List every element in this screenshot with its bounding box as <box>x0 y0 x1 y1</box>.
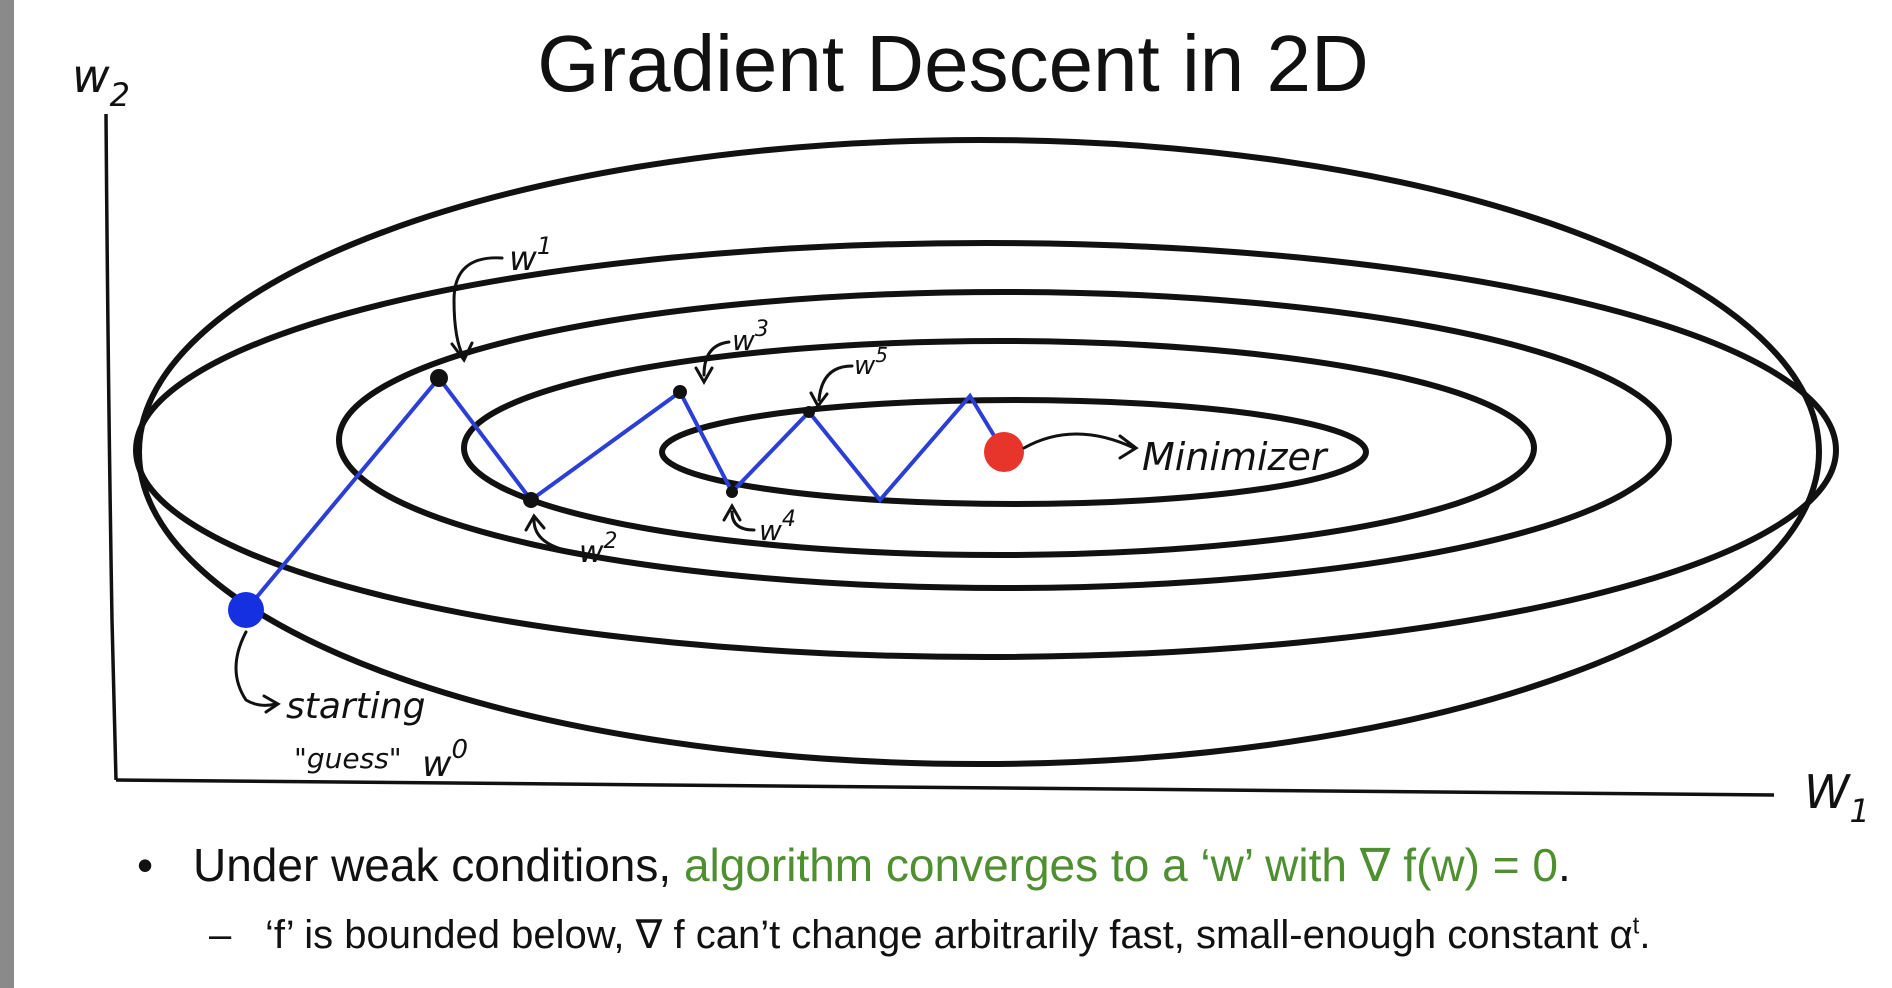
w5-label: w5 <box>854 343 888 381</box>
w5-arrow <box>809 364 854 409</box>
contour-ring-5 <box>659 397 1369 507</box>
x-axis <box>115 778 1775 797</box>
w3-arrow <box>694 340 731 386</box>
sub-bullet-marker: – <box>209 913 232 957</box>
y-axis <box>104 113 118 781</box>
w4-arrow <box>722 502 756 532</box>
w2-label: w2 <box>579 529 618 570</box>
contour-ring-2 <box>133 240 1839 660</box>
iterate-w5-point <box>803 406 815 418</box>
start-label-line2: "guess" <box>294 742 402 775</box>
slide-title: Gradient Descent in 2D <box>537 19 1369 108</box>
contour-ring-3 <box>336 289 1672 591</box>
bullet-marker: • <box>137 839 154 891</box>
sub-bullet-text: ‘f’ is bounded below, ∇ f can’t change a… <box>265 913 1633 957</box>
start-arrow <box>234 630 281 714</box>
x-axis-label: W1 <box>1804 765 1870 830</box>
window-edge <box>0 0 14 988</box>
minimizer-point <box>984 432 1024 472</box>
contour-lines <box>133 137 1839 767</box>
w2-arrow <box>524 513 576 554</box>
bullet-text: Under weak conditions, <box>193 839 684 891</box>
iterate-w2-point <box>523 492 539 508</box>
sub-bullet-item-1: – ‘f’ is bounded below, ∇ f can’t change … <box>209 912 1650 958</box>
w4-label: w4 <box>759 507 796 547</box>
start-label-line1: starting <box>286 686 426 727</box>
bullet-highlight-text: algorithm converges to a ‘w’ with ∇ f(w)… <box>683 839 1558 891</box>
sub-bullet-text-end: . <box>1639 913 1651 957</box>
sub-bullet-superscript: t <box>1632 912 1640 940</box>
w1-label: w1 <box>509 232 552 279</box>
descent-path <box>244 374 1006 612</box>
w1-arrow <box>450 256 504 363</box>
iterate-w1-point <box>430 369 448 387</box>
minimizer-arrow <box>1022 432 1139 460</box>
bullet-item-1: • Under weak conditions, algorithm conver… <box>137 838 1571 892</box>
contour-ring-4 <box>461 338 1537 558</box>
iterate-w3-point <box>673 385 687 399</box>
slide: Gradient Descent in 2D w2 W1 <box>14 0 1892 988</box>
w3-label: w3 <box>732 317 769 357</box>
contour-ring-1 <box>136 137 1822 767</box>
bullet-text-end: . <box>1557 839 1571 891</box>
y-axis-label: w2 <box>72 49 130 114</box>
start-w0-label: w0 <box>422 735 468 785</box>
minimizer-label: Minimizer <box>1142 435 1329 479</box>
gradient-descent-diagram: w2 W1 <box>72 49 1870 830</box>
iterate-w4-point <box>726 486 738 498</box>
start-point <box>228 592 264 628</box>
